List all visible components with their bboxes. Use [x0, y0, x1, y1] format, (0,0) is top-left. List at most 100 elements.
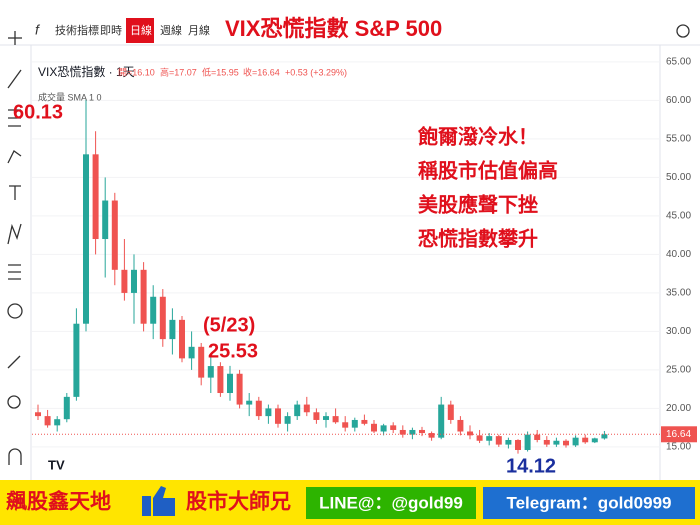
- magnet-tool[interactable]: [8, 448, 22, 465]
- y-tick-label: 40.00: [666, 249, 691, 260]
- legend-low: 低=15.95: [202, 66, 239, 77]
- candle-body: [44, 416, 51, 426]
- candle-body: [159, 296, 166, 340]
- text-tool[interactable]: [9, 185, 21, 200]
- legend-volume: 成交量 SMA 1 0: [38, 91, 102, 102]
- toolbar-item[interactable]: 週線: [160, 23, 182, 37]
- candle-body: [591, 438, 598, 443]
- candle-body: [227, 373, 233, 394]
- y-tick-label: 35.00: [666, 288, 691, 299]
- candle-body: [457, 419, 464, 432]
- telegram-box[interactable]: [483, 487, 695, 519]
- line-id[interactable]: LINE@：@gold99: [319, 493, 463, 512]
- candle-body: [73, 323, 80, 397]
- candle-body: [515, 439, 521, 450]
- candle-body: [524, 434, 531, 450]
- y-tick-label: 30.00: [666, 326, 691, 337]
- candle-body: [217, 366, 224, 394]
- chart-title: VIX恐慌指數 S&P 500: [225, 16, 442, 41]
- date-label: (5/23): [203, 314, 255, 336]
- measure-tool[interactable]: [8, 264, 21, 280]
- candle-body: [188, 346, 195, 359]
- left-toolbar: [7, 69, 23, 465]
- candle-body: [563, 440, 569, 446]
- ruler-tool[interactable]: [7, 355, 21, 369]
- candle-body: [198, 346, 205, 378]
- telegram-id[interactable]: Telegram：gold0999: [506, 493, 671, 512]
- legend-close: 收=16.64: [243, 66, 280, 77]
- candle-body: [543, 439, 550, 445]
- active-tab[interactable]: [126, 18, 154, 43]
- candle-body: [236, 373, 243, 405]
- candle-body: [179, 319, 185, 359]
- candle-body: [246, 400, 253, 405]
- candle-body: [553, 440, 560, 445]
- candle-body: [323, 416, 329, 420]
- toolbar-item[interactable]: 日線: [130, 23, 152, 37]
- y-tick-label: 45.00: [666, 211, 691, 222]
- candle-body: [534, 434, 541, 440]
- line-box[interactable]: [306, 487, 476, 519]
- candle-body: [131, 269, 137, 293]
- candle-body: [92, 154, 99, 240]
- candle-body: [313, 412, 320, 420]
- candle-body: [83, 154, 89, 324]
- legend-symbol: VIX恐慌指數 · 1天: [38, 64, 135, 79]
- candle-body: [303, 404, 310, 413]
- candle-body: [428, 433, 435, 438]
- candle-body: [63, 396, 70, 420]
- candle-body: [572, 437, 579, 446]
- y-tick-label: 50.00: [666, 172, 691, 183]
- commentary-line: 稱股市估值偏高: [418, 158, 558, 182]
- toolbar-item[interactable]: 即時: [100, 24, 122, 37]
- y-tick-label: 65.00: [666, 57, 691, 68]
- commentary-line: 美股應聲下挫: [418, 192, 538, 216]
- candle-body: [351, 419, 358, 428]
- candle-body: [505, 439, 512, 445]
- candle-body: [371, 423, 377, 432]
- y-tick-label: 25.00: [666, 365, 691, 376]
- peak-label: 60.13: [13, 101, 63, 123]
- last-price-box: [661, 426, 697, 443]
- peak2-label: 25.53: [208, 340, 258, 362]
- thumb-icon: [142, 486, 175, 516]
- y-tick-label: 60.00: [666, 95, 691, 106]
- settings-icon[interactable]: [676, 24, 690, 38]
- fx-icon[interactable]: f: [35, 22, 41, 38]
- candle-body: [582, 437, 589, 443]
- banner-left: 飆股鑫天地: [6, 490, 111, 514]
- low-label: 14.12: [506, 455, 556, 477]
- last-price-label: 16.64: [666, 429, 691, 440]
- zoom-tool[interactable]: [7, 395, 21, 409]
- candle-body: [102, 200, 109, 240]
- fib-tool[interactable]: [8, 109, 21, 127]
- candle-body: [169, 319, 176, 340]
- trendline-tool[interactable]: [7, 69, 22, 89]
- candle-body: [447, 404, 454, 420]
- candle-body: [121, 269, 128, 293]
- crosshair-icon[interactable]: [8, 31, 22, 45]
- candle-body: [111, 200, 118, 270]
- emoji-tool[interactable]: [7, 303, 23, 319]
- commentary-line: 飽爾潑冷水！: [418, 124, 538, 148]
- candle-body: [486, 436, 493, 441]
- candle-body: [361, 419, 368, 424]
- legend-open: 開=16.10: [118, 67, 155, 77]
- toolbar-item[interactable]: 技術指標: [55, 23, 99, 37]
- candle-body: [140, 269, 147, 324]
- pattern-tool[interactable]: [7, 223, 22, 245]
- logo: TV: [48, 457, 65, 472]
- candle-body: [409, 429, 416, 435]
- y-tick-label: 20.00: [666, 403, 691, 414]
- banner-middle: 股市大師兄: [186, 490, 291, 514]
- brush-tool[interactable]: [7, 150, 22, 164]
- candle-body: [380, 425, 387, 432]
- candle-body: [332, 416, 339, 423]
- candle-body: [467, 431, 473, 436]
- candle-body: [399, 429, 406, 435]
- candle-body: [438, 404, 445, 438]
- candle-body: [601, 434, 608, 439]
- toolbar-item[interactable]: 月線: [188, 23, 210, 37]
